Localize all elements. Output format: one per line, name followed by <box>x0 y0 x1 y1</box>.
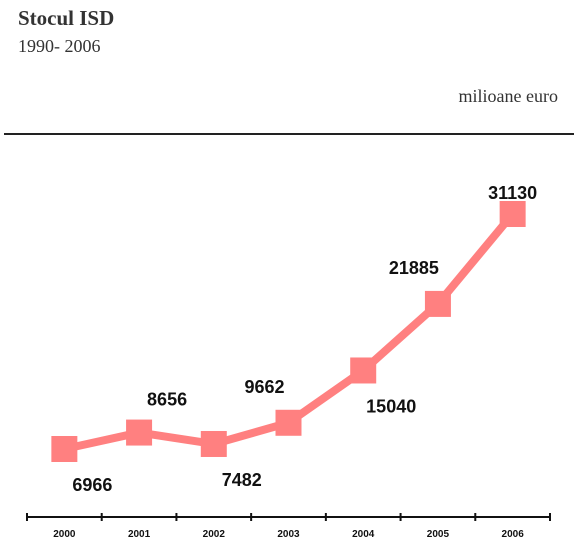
unit-label: milioane euro <box>458 86 558 106</box>
x-tick-label: 2001 <box>128 529 151 540</box>
data-point-marker <box>275 409 302 436</box>
data-labels-group: 6966 8656 7482 9662 15040 21885 31130 <box>72 183 537 495</box>
x-tick-label: 2005 <box>427 529 450 540</box>
data-point-marker <box>424 290 451 317</box>
data-point-marker <box>200 430 227 457</box>
data-point-marker <box>51 436 78 462</box>
data-label: 7482 <box>222 470 262 490</box>
x-tick-label: 2000 <box>53 529 76 540</box>
chart-title: Stocul ISD <box>18 6 115 30</box>
data-label: 31130 <box>488 183 537 203</box>
data-label: 6966 <box>72 475 112 495</box>
data-point-marker <box>499 201 526 227</box>
data-label: 15040 <box>366 396 416 416</box>
x-tick-label: 2002 <box>203 529 226 540</box>
x-tick-label: 2004 <box>352 529 375 540</box>
data-label: 8656 <box>147 390 187 410</box>
data-label: 21885 <box>389 258 439 278</box>
data-point-marker <box>350 357 377 384</box>
markers-group <box>51 201 526 462</box>
data-label: 9662 <box>244 377 284 397</box>
x-axis: 2000 2001 2002 2003 2004 2005 2006 <box>26 513 551 540</box>
x-tick-label: 2003 <box>277 529 300 540</box>
data-point-marker <box>126 419 153 446</box>
x-tick-label: 2006 <box>502 529 525 540</box>
header-divider <box>4 133 574 135</box>
chart-subtitle: 1990- 2006 <box>18 36 101 56</box>
